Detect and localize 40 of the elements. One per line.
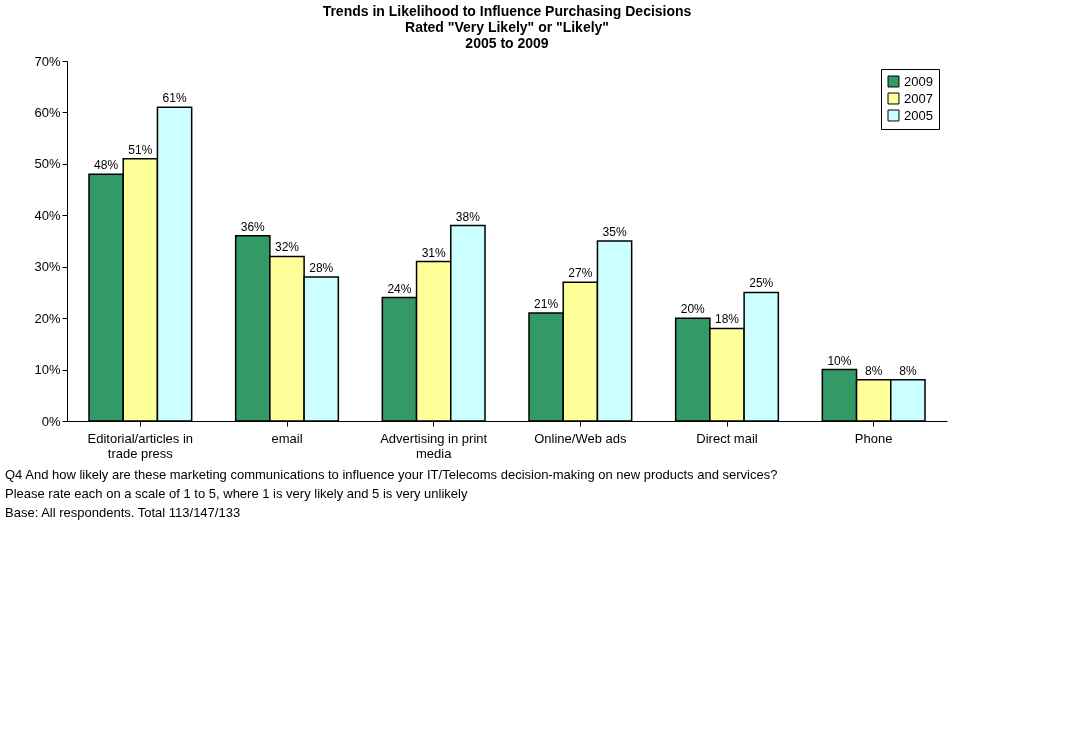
y-tick-label: 60%	[34, 104, 61, 120]
data-label: 51%	[128, 142, 153, 157]
x-tick-label: Direct mail	[696, 430, 758, 446]
x-tick-label: Online/Web ads	[534, 430, 627, 446]
x-tick-label: email	[271, 430, 303, 446]
chart-subtitle: Rated "Very Likely" or "Likely" 2005 to 2009	[405, 19, 609, 51]
y-tick-label: 70%	[34, 53, 61, 69]
y-tick-label: 20%	[34, 310, 61, 326]
y-tick-label: 30%	[34, 259, 61, 275]
data-label: 61%	[162, 91, 187, 106]
x-tick-label: Advertising in print media	[380, 430, 488, 461]
data-label: 20%	[680, 302, 706, 317]
legend-label: 2009	[904, 73, 933, 89]
data-label: 27%	[568, 266, 593, 281]
data-label: 8%	[899, 363, 917, 378]
data-label: 25%	[749, 276, 774, 291]
data-label: 24%	[387, 281, 412, 296]
data-label: 18%	[714, 312, 740, 327]
x-tick-label: Phone	[854, 430, 893, 446]
legend-label: 2007	[904, 90, 933, 106]
data-label: 8%	[864, 363, 883, 378]
x-tick-label: Editorial/articles in trade press	[87, 430, 194, 461]
text: Q4 And how likely are these marketing communications to influence your IT/Telecoms decision-making on new products and services?	[5, 467, 778, 482]
y-tick-label: 40%	[34, 207, 61, 223]
text: Please rate each on a scale of 1 to 5, where 1 is very likely and 5 is very unlikely	[5, 486, 468, 501]
legend-label: 2005	[904, 107, 933, 123]
data-label: 32%	[274, 240, 300, 255]
data-label: 31%	[421, 245, 446, 260]
data-label: 38%	[455, 209, 481, 224]
text: Base: All respondents. Total 113/147/133	[5, 505, 241, 520]
data-label: 35%	[602, 225, 627, 239]
data-label: 36%	[240, 219, 266, 234]
chart-title: Trends in Likelihood to Influence Purchasing Decisions	[322, 3, 692, 19]
y-tick-label: 0%	[41, 413, 61, 429]
data-label: 21%	[534, 297, 559, 311]
data-label: 48%	[94, 158, 119, 173]
y-tick-label: 10%	[34, 362, 61, 378]
y-tick-label: 50%	[34, 156, 61, 172]
data-label: 10%	[827, 353, 852, 368]
data-label: 28%	[309, 261, 334, 275]
